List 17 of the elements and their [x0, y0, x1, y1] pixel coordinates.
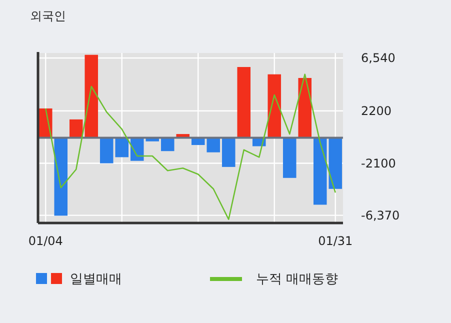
bar — [298, 78, 312, 138]
line-series — [44, 74, 336, 220]
legend-label: 누적 매매동향 — [256, 272, 338, 287]
bar — [268, 74, 282, 138]
y-tick-label: -2100 — [361, 156, 396, 170]
bar — [160, 138, 174, 152]
bar — [282, 138, 296, 178]
bar — [237, 67, 251, 138]
y-tick-label: 6,540 — [361, 50, 396, 65]
y-tick-label: -6,370 — [361, 208, 400, 222]
legend-label: 일별매매 — [70, 272, 122, 287]
bar — [222, 138, 236, 167]
x-tick-label: 01/31 — [318, 234, 353, 248]
x-tick-label: 01/04 — [28, 234, 63, 248]
chart-title: 외국인 — [30, 9, 66, 23]
y-tick-label: 2200 — [361, 104, 392, 118]
bar — [54, 138, 68, 216]
